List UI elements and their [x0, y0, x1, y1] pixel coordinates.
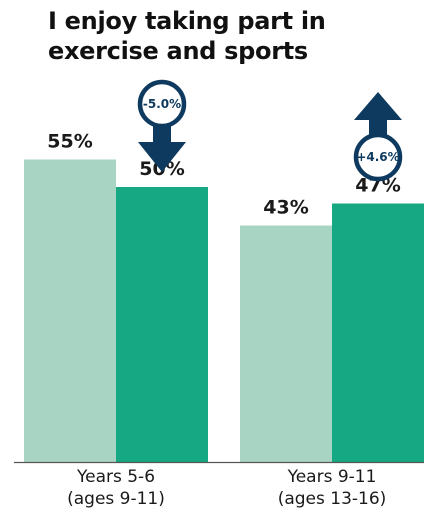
change-label-1: -5.0%	[143, 97, 181, 111]
chart-title-line-1: I enjoy taking part in	[48, 7, 326, 35]
category-label-2-line-1: Years 9-11	[287, 467, 377, 487]
bar-1-2	[116, 187, 208, 462]
change-circle-1	[137, 79, 187, 129]
chart-title: I enjoy taking part in exercise and spor…	[48, 6, 388, 66]
data-label-1-1: 55%	[47, 131, 92, 153]
data-label-2-2: 47%	[355, 175, 400, 197]
category-label-1-line-1: Years 5-6	[76, 467, 155, 487]
data-label-2-1: 43%	[263, 197, 308, 219]
category-label-2-line-2: (ages 13-16)	[278, 489, 387, 509]
chart-title-line-2: exercise and sports	[48, 37, 308, 65]
down-arrow-icon	[138, 122, 186, 172]
change-circle-2	[353, 132, 403, 182]
bar-2-2	[332, 203, 424, 462]
change-label-2: +4.6%	[356, 150, 399, 164]
category-label-1-line-2: (ages 9-11)	[67, 489, 165, 509]
bar-1-1	[24, 159, 116, 462]
up-arrow-icon	[354, 92, 402, 139]
bar-2-1	[240, 225, 332, 462]
